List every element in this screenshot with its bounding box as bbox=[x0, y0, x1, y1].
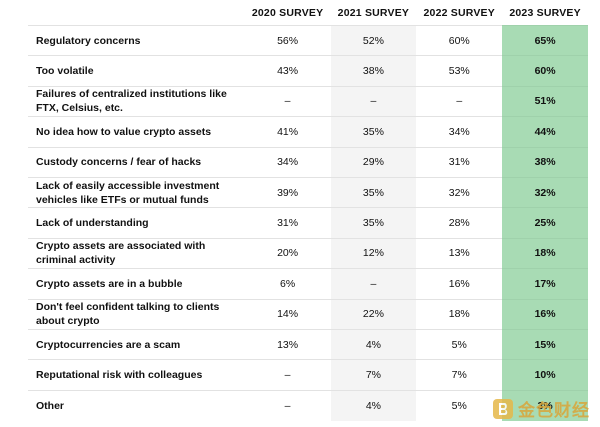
cell-2021: 35% bbox=[330, 116, 417, 148]
cell-2023: 65% bbox=[502, 24, 588, 56]
table-row: Cryptocurrencies are a scam 13% 4% 5% 15% bbox=[28, 328, 588, 360]
cell-2020: 13% bbox=[244, 328, 331, 360]
table-row: Crypto assets are associated with crimin… bbox=[28, 237, 588, 269]
cell-2022: 5% bbox=[416, 389, 503, 421]
row-label: Crypto assets are associated with crimin… bbox=[28, 237, 245, 269]
table-row: Lack of understanding 31% 35% 28% 25% bbox=[28, 207, 588, 239]
cell-2020: 56% bbox=[244, 24, 331, 56]
row-label: Custody concerns / fear of hacks bbox=[28, 146, 245, 178]
row-label: Crypto assets are in a bubble bbox=[28, 268, 245, 300]
cell-2021: 35% bbox=[330, 207, 417, 239]
table-row: No idea how to value crypto assets 41% 35%… bbox=[28, 116, 588, 148]
cell-2023: 15% bbox=[502, 328, 588, 360]
header-2020: 2020 SURVEY bbox=[251, 6, 324, 19]
watermark-text: 金色财经 bbox=[518, 401, 590, 421]
row-label: Reputational risk with colleagues bbox=[28, 359, 245, 391]
cell-2022: 28% bbox=[416, 207, 503, 239]
cell-2021: 52% bbox=[330, 24, 417, 56]
cell-2020: 43% bbox=[244, 55, 331, 87]
row-label: Too volatile bbox=[28, 55, 245, 87]
cell-2022: – bbox=[416, 85, 503, 117]
cell-2020: 20% bbox=[244, 237, 331, 269]
cell-2022: 7% bbox=[416, 359, 503, 391]
table-row: Reputational risk with colleagues –7% 7% 10… bbox=[28, 359, 588, 391]
cell-2021: 12% bbox=[330, 237, 417, 269]
table-row: Crypto assets are in a bubble 6% –16% 17% bbox=[28, 268, 588, 300]
cell-2023: 3% bbox=[502, 389, 588, 421]
cell-2022: 60% bbox=[416, 24, 503, 56]
row-label: No idea how to value crypto assets bbox=[28, 116, 245, 148]
cell-2021: 22% bbox=[330, 298, 417, 330]
cell-2020: – bbox=[244, 359, 331, 391]
cell-2021: 4% bbox=[330, 328, 417, 360]
cell-2020: 34% bbox=[244, 146, 331, 178]
cell-2023: 60% bbox=[502, 55, 588, 87]
cell-2021: – bbox=[330, 85, 417, 117]
table-row: Don't feel confident talking to clients … bbox=[28, 298, 588, 330]
row-label: Regulatory concerns bbox=[28, 24, 245, 56]
cell-2020: 31% bbox=[244, 207, 331, 239]
cell-2022: 5% bbox=[416, 328, 503, 360]
table-body: Regulatory concerns 56% 52% 60% 65% Too volat… bbox=[28, 24, 588, 421]
cell-2023: 17% bbox=[502, 268, 588, 300]
cell-2021: 38% bbox=[330, 55, 417, 87]
cell-2021: 4% bbox=[330, 389, 417, 421]
cell-2022: 31% bbox=[416, 146, 503, 178]
cell-2023: 16% bbox=[502, 298, 588, 330]
row-label: Don't feel confident talking to clients … bbox=[28, 298, 245, 330]
cell-2023: 44% bbox=[502, 116, 588, 148]
cell-2022: 16% bbox=[416, 268, 503, 300]
cell-2023: 10% bbox=[502, 359, 588, 391]
header-row: 2020 SURVEY 2021 SURVEY 2022 SURVEY 2023… bbox=[28, 0, 588, 26]
table-row: Other –4% 5% 3% bbox=[28, 389, 588, 421]
header-2023: 2023 SURVEY bbox=[502, 0, 588, 26]
cell-2023: 32% bbox=[502, 176, 588, 208]
row-label: Lack of understanding bbox=[28, 207, 245, 239]
cell-2021: – bbox=[330, 268, 417, 300]
watermark: 金色财经 bbox=[493, 396, 590, 421]
cell-2023: 38% bbox=[502, 146, 588, 178]
cell-2020: 14% bbox=[244, 298, 331, 330]
header-2021: 2021 SURVEY bbox=[330, 0, 417, 26]
table-row: Too volatile 43% 38% 53% 60% bbox=[28, 55, 588, 87]
cell-2022: 53% bbox=[416, 55, 503, 87]
cell-2020: 41% bbox=[244, 116, 331, 148]
row-label: Cryptocurrencies are a scam bbox=[28, 328, 245, 360]
table-row: Regulatory concerns 56% 52% 60% 65% bbox=[28, 24, 588, 56]
cell-2020: 6% bbox=[244, 268, 331, 300]
cell-2021: 29% bbox=[330, 146, 417, 178]
survey-table: 2020 SURVEY 2021 SURVEY 2022 SURVEY 2023… bbox=[28, 0, 588, 421]
table-row: Failures of centralized institutions lik… bbox=[28, 85, 588, 117]
cell-2022: 13% bbox=[416, 237, 503, 269]
cell-2023: 51% bbox=[502, 85, 588, 117]
cell-2020: – bbox=[244, 389, 331, 421]
cell-2021: 7% bbox=[330, 359, 417, 391]
cell-2022: 32% bbox=[416, 176, 503, 208]
header-2022: 2022 SURVEY bbox=[423, 6, 495, 19]
cell-2023: 25% bbox=[502, 207, 588, 239]
cell-2022: 18% bbox=[416, 298, 503, 330]
b-logo-icon bbox=[493, 398, 513, 419]
table-row: Lack of easily accessible investment veh… bbox=[28, 176, 588, 208]
table-row: Custody concerns / fear of hacks 34% 29% 31… bbox=[28, 146, 588, 178]
cell-2023: 18% bbox=[502, 237, 588, 269]
cell-2022: 34% bbox=[416, 116, 503, 148]
row-label: Failures of centralized institutions lik… bbox=[28, 85, 245, 117]
cell-2020: 39% bbox=[244, 176, 331, 208]
header-label-column bbox=[28, 0, 245, 26]
cell-2021: 35% bbox=[330, 176, 417, 208]
cell-2020: – bbox=[244, 85, 331, 117]
row-label: Other bbox=[28, 389, 245, 421]
row-label: Lack of easily accessible investment veh… bbox=[28, 176, 245, 208]
